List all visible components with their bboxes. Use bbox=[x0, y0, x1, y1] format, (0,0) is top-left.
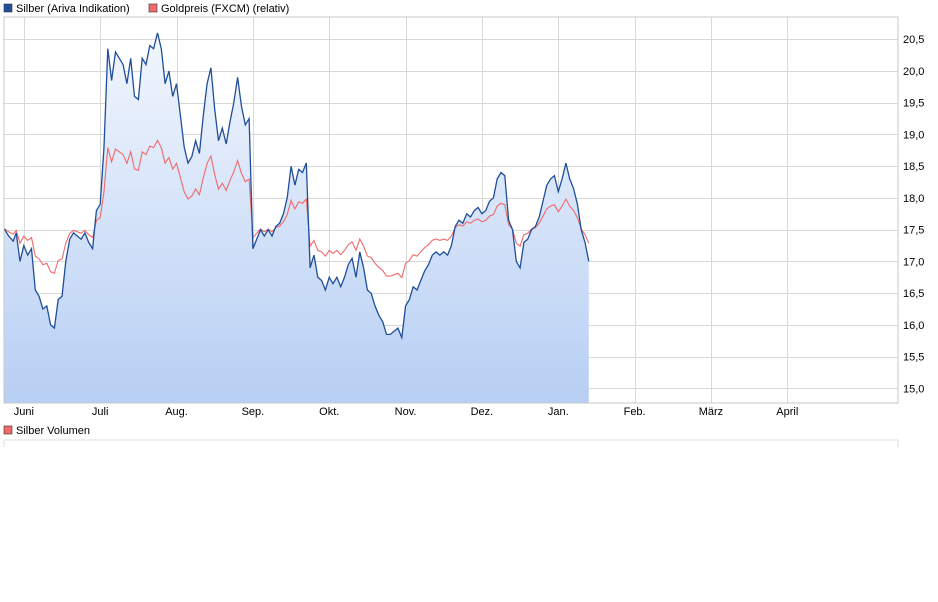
x-tick-label: Dez. bbox=[471, 406, 494, 418]
x-tick-label: Okt. bbox=[319, 406, 339, 418]
y-tick-label: 16,5 bbox=[903, 288, 924, 300]
legend-swatch-silber bbox=[3, 3, 13, 13]
y-tick-label: 17,0 bbox=[903, 256, 924, 268]
silber-area-fill bbox=[4, 32, 589, 404]
y-tick-label: 18,0 bbox=[903, 193, 924, 205]
legend-swatch-gold bbox=[148, 3, 158, 13]
y-axis: 15,0 15,5 16,0 16,5 17,0 17,5 18,0 18,5 19,0 19,5… bbox=[903, 34, 924, 395]
legend-swatch-volume bbox=[3, 425, 13, 435]
legend-label-volume: Silber Volumen bbox=[16, 425, 90, 437]
y-tick-label: 19,5 bbox=[903, 98, 924, 110]
y-tick-label: 20,0 bbox=[903, 66, 924, 78]
y-tick-label: 15,0 bbox=[903, 383, 924, 395]
legend-label-silber: Silber (Ariva Indikation) bbox=[16, 3, 130, 15]
x-tick-label: Juni bbox=[14, 406, 34, 418]
x-tick-label: Nov. bbox=[395, 406, 417, 418]
silber-series-line bbox=[3, 32, 590, 341]
main-plot: Juni Juli Aug. Sep. Okt. Nov. Dez. Jan. Feb. März… bbox=[3, 16, 924, 418]
y-tick-label: 20,5 bbox=[903, 34, 924, 46]
y-tick-label: 19,0 bbox=[903, 129, 924, 141]
x-tick-label: April bbox=[776, 406, 798, 418]
volume-panel: Silber Volumen bbox=[3, 425, 899, 447]
y-tick-label: 16,0 bbox=[903, 320, 924, 332]
x-axis: Juni Juli Aug. Sep. Okt. Nov. Dez. Jan. Feb. März… bbox=[14, 406, 799, 418]
x-tick-label: Jan. bbox=[548, 406, 569, 418]
legend-label-gold: Goldpreis (FXCM) (relativ) bbox=[161, 3, 289, 15]
x-tick-label: Aug. bbox=[165, 406, 188, 418]
gold-series-line bbox=[3, 139, 590, 279]
x-tick-label: Feb. bbox=[624, 406, 646, 418]
x-tick-label: Sep. bbox=[242, 406, 265, 418]
plot-frame bbox=[3, 16, 899, 404]
y-tick-label: 15,5 bbox=[903, 352, 924, 364]
legend-main: Silber (Ariva Indikation) Goldpreis (FXC… bbox=[3, 3, 289, 15]
y-tick-label: 18,5 bbox=[903, 161, 924, 173]
y-tick-label: 17,5 bbox=[903, 225, 924, 237]
x-tick-label: März bbox=[699, 406, 723, 418]
x-tick-label: Juli bbox=[92, 406, 109, 418]
